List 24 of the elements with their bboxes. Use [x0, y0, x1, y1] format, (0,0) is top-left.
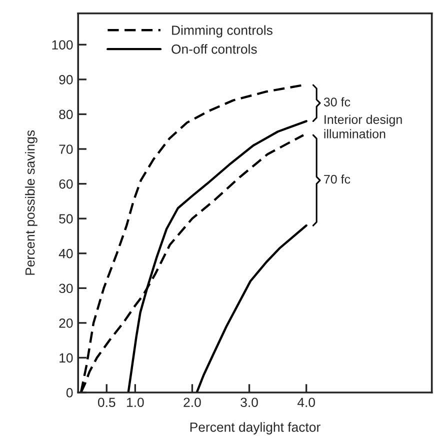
line-series: [196, 224, 308, 392]
annotation: Interior design illumination: [324, 114, 402, 138]
x-axis-title: Percent daylight factor: [190, 422, 320, 434]
x-tick-label: 0.5: [98, 398, 116, 408]
y-tick-label: 0: [66, 388, 73, 398]
annotation: 30 fc: [324, 97, 350, 106]
legend-label: On-off controls: [172, 44, 257, 54]
y-tick-label: 20: [59, 318, 73, 328]
y-tick-label: 10: [60, 353, 73, 363]
y-tick-label: 30: [59, 284, 73, 294]
legend-label: Dimming controls: [172, 25, 272, 38]
x-tick-label: 1.0: [127, 398, 144, 408]
y-tick-label: 50: [59, 214, 73, 224]
y-tick-label: 100: [52, 40, 73, 50]
x-tick-label: 3.0: [240, 398, 258, 408]
y-tick-label: 80: [59, 110, 73, 120]
x-tick-label: 2.0: [184, 398, 201, 408]
y-tick-label: 90: [59, 75, 73, 84]
annotation: 70 fc: [324, 174, 350, 184]
y-axis-title: Percent possible savings: [25, 130, 38, 275]
y-tick-label: 70: [59, 144, 73, 154]
y-tick-label: 60: [59, 179, 73, 189]
y-tick-label: 40: [58, 248, 73, 258]
x-tick-label: 4.0: [297, 398, 315, 408]
